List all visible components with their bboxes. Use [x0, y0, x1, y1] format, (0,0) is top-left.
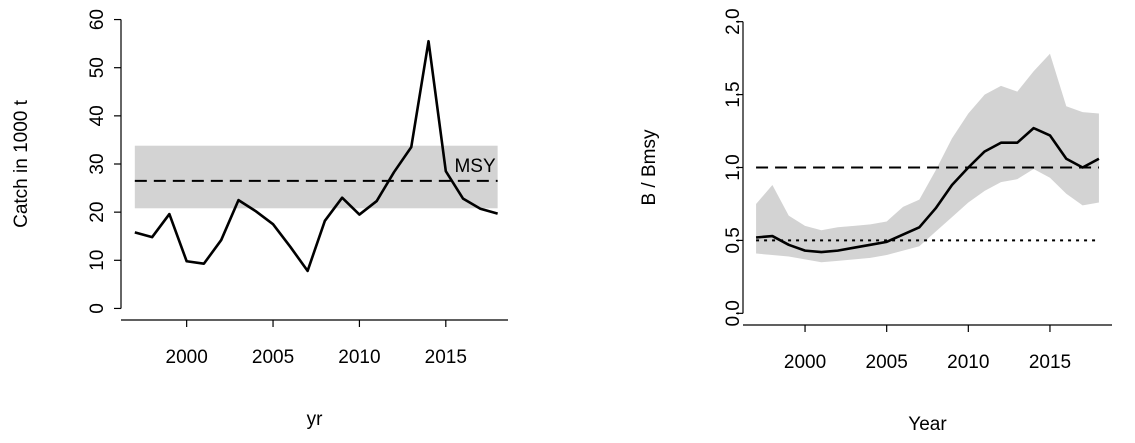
- x-axis-title: yr: [307, 409, 324, 430]
- y-tick-label: 2.0: [723, 8, 744, 34]
- x-axis-title: Year: [908, 414, 947, 435]
- y-tick-label: 50: [87, 57, 108, 78]
- y-tick-label: 1.0: [723, 154, 744, 180]
- x-tick-label: 2005: [252, 347, 294, 368]
- y-tick-label: 0.0: [723, 300, 744, 326]
- annotation: MSY: [454, 156, 496, 177]
- y-tick-label: 60: [87, 9, 108, 30]
- y-tick-label: 30: [87, 153, 108, 174]
- x-tick-label: 2005: [866, 352, 908, 373]
- data-line: [134, 39, 498, 273]
- x-tick-label: 2010: [338, 347, 380, 368]
- y-axis-title: B / Bmsy: [639, 129, 660, 206]
- confidence-band: [756, 53, 1099, 263]
- x-tick-label: 2000: [166, 347, 208, 368]
- x-tick-label: 2015: [425, 347, 467, 368]
- y-tick-label: 10: [87, 250, 108, 271]
- y-tick-label: 20: [87, 202, 108, 223]
- msy-band: [134, 145, 498, 209]
- data-line: [755, 126, 1100, 254]
- y-tick-label: 40: [87, 105, 108, 126]
- y-tick-label: 0: [87, 303, 108, 314]
- x-tick-label: 2000: [784, 352, 826, 373]
- y-tick-label: 0.5: [723, 227, 744, 253]
- y-tick-label: 1.5: [723, 81, 744, 107]
- x-tick-label: 2015: [1029, 352, 1071, 373]
- y-axis-title: Catch in 1000 t: [11, 99, 32, 228]
- x-tick-label: 2010: [947, 352, 989, 373]
